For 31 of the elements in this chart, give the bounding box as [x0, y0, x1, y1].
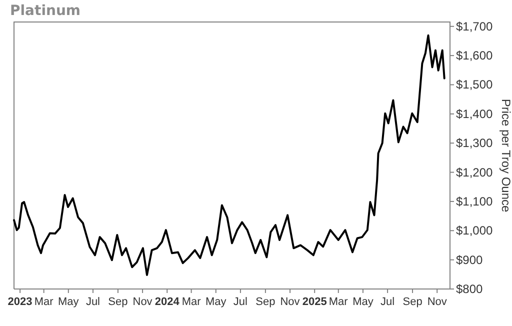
y-axis-title: Price per Troy Ounce — [499, 98, 512, 213]
x-tick-label: Jul — [380, 296, 395, 308]
x-tick-label: Sep — [402, 296, 422, 308]
y-tick-label: $1,300 — [456, 136, 494, 150]
x-tick-label: Mar — [328, 296, 348, 308]
x-tick-label: 2024 — [154, 296, 180, 308]
x-tick-label: 2023 — [8, 296, 32, 308]
x-tick-label: Jul — [86, 296, 100, 308]
y-tick-label: $1,700 — [456, 19, 494, 34]
x-tick-label: May — [352, 296, 374, 308]
y-tick-label: $900 — [456, 252, 484, 267]
x-tick-label: Mar — [182, 296, 202, 308]
y-tick-label: $800 — [456, 282, 484, 296]
x-tick-label: Sep — [108, 296, 128, 308]
x-tick-label: Sep — [256, 296, 276, 308]
x-tick-label: May — [205, 296, 227, 308]
x-tick-label: Nov — [280, 296, 300, 308]
y-tick-label: $1,500 — [456, 78, 494, 92]
x-tick-label: 2025 — [302, 296, 327, 308]
x-tick-label: May — [58, 296, 80, 308]
x-tick-label: Jul — [233, 296, 248, 308]
line-series — [13, 34, 446, 276]
y-tick-label: $1,000 — [456, 224, 494, 238]
y-tick-label: $1,200 — [456, 165, 494, 180]
chart-title: Platinum — [10, 3, 81, 19]
y-tick-label: $1,400 — [456, 106, 494, 121]
x-tick-label: Mar — [34, 296, 54, 308]
y-tick-label: $1,600 — [456, 48, 494, 63]
y-tick-label: $1,100 — [456, 194, 494, 208]
x-tick-label: Nov — [132, 296, 153, 308]
x-tick-label: Nov — [427, 296, 448, 308]
